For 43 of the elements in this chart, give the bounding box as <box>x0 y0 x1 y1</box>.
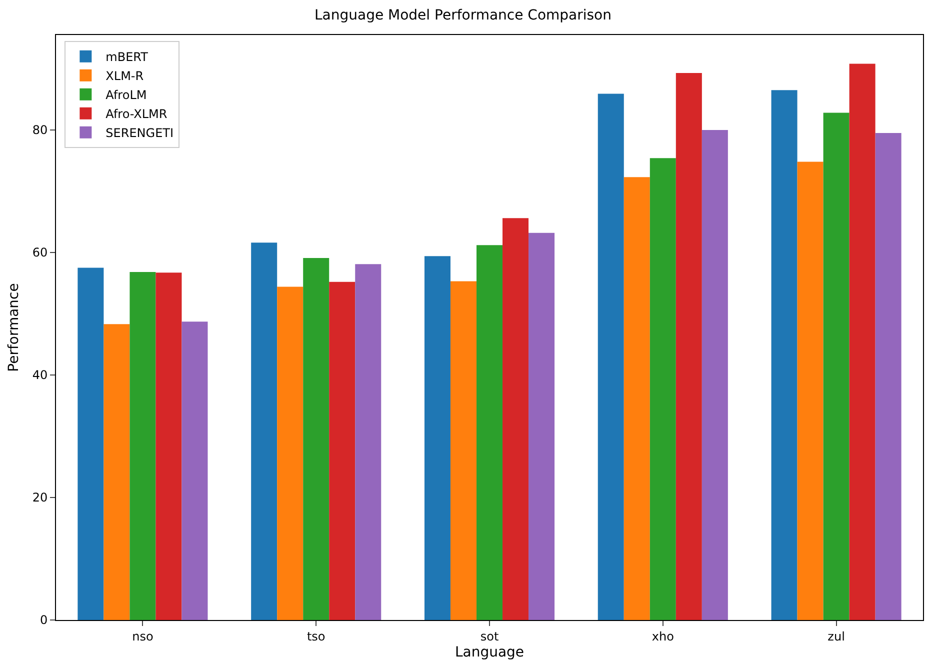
x-tick-label: xho <box>652 629 674 644</box>
bar <box>502 218 529 620</box>
bar <box>182 322 208 620</box>
bar <box>476 245 503 620</box>
bar <box>624 177 650 620</box>
bar <box>598 94 624 620</box>
x-axis-title: Language <box>454 644 524 661</box>
bar <box>156 272 182 620</box>
bar <box>450 281 476 620</box>
bar <box>78 268 104 620</box>
legend-label: SERENGETI <box>106 126 174 140</box>
y-tick-label: 40 <box>32 368 48 382</box>
chart-title: Language Model Performance Comparison <box>314 8 612 24</box>
y-tick-label: 80 <box>32 123 48 138</box>
bar <box>329 282 356 620</box>
bar <box>424 256 450 620</box>
bar <box>650 158 676 620</box>
legend-label: Afro-XLMR <box>106 107 168 122</box>
bar <box>849 64 876 620</box>
bar <box>355 264 382 620</box>
x-tick-label: tso <box>306 629 326 644</box>
bar <box>104 324 130 620</box>
bar <box>251 242 278 620</box>
bar <box>823 112 850 620</box>
y-axis-title: Performance <box>6 283 22 372</box>
y-tick-label: 60 <box>32 246 48 260</box>
x-tick-label: sot <box>480 629 499 644</box>
bar <box>528 232 555 620</box>
bar <box>130 272 156 620</box>
bar <box>797 162 824 620</box>
y-tick-label: 20 <box>32 490 48 505</box>
x-tick-label: zul <box>828 629 845 644</box>
bar <box>303 258 330 620</box>
bar <box>702 130 728 620</box>
bar <box>875 133 902 620</box>
x-tick-label: nso <box>132 629 154 644</box>
legend-label: XLM-R <box>106 69 144 84</box>
bar <box>676 72 702 620</box>
legend-label: mBERT <box>106 50 149 64</box>
bar <box>277 286 304 620</box>
bar <box>771 90 798 620</box>
y-tick-label: 0 <box>40 613 48 628</box>
legend-label: AfroLM <box>106 88 147 102</box>
